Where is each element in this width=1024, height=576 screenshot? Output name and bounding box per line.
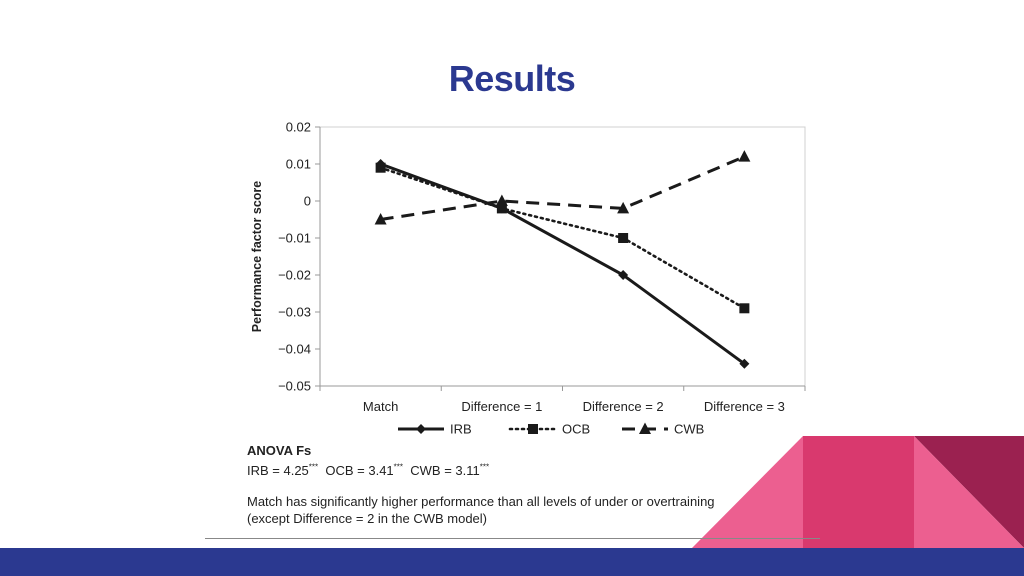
anova-stats: IRB = 4.25*** OCB = 3.41*** CWB = 3.11**…	[247, 459, 807, 479]
footer-bar	[0, 548, 1024, 576]
divider-line	[205, 538, 820, 539]
pink-block-middle	[803, 436, 914, 548]
y-tick-label: −0.03	[278, 305, 311, 320]
slide-title: Results	[448, 58, 576, 99]
legend-marker-irb	[416, 424, 426, 434]
data-point-cwb	[495, 194, 508, 206]
footnote-line-1: Match has significantly higher performan…	[247, 494, 715, 510]
data-point-irb	[739, 358, 750, 369]
y-tick-label: 0.01	[286, 157, 311, 172]
series-line-irb	[380, 162, 746, 366]
data-point-ocb	[739, 303, 750, 314]
pink-triangle-right	[914, 436, 1024, 548]
stat-ocb: OCB = 3.41***	[325, 463, 404, 479]
y-tick-label: −0.01	[278, 231, 311, 246]
y-tick-label: −0.02	[278, 268, 311, 283]
series-line-cwb	[380, 155, 745, 221]
y-tick-label: 0	[304, 194, 311, 209]
legend-label-irb: IRB	[450, 422, 472, 437]
legend-marker-cwb	[639, 422, 651, 434]
x-tick-label: Difference = 1	[461, 399, 542, 414]
anova-title: ANOVA Fs	[247, 443, 312, 458]
legend-label-ocb: OCB	[562, 422, 590, 437]
x-tick-label: Difference = 3	[704, 399, 785, 414]
data-point-irb	[618, 270, 629, 280]
line-chart: 0.02 0.01 0 −0.01 −0.02 −0.03 −0.04 −0.05 Match D…	[250, 120, 806, 437]
plot-area	[319, 126, 806, 387]
y-axis-label: Performance factor score	[250, 181, 264, 333]
pink-triangle-left	[692, 436, 803, 548]
legend-marker-ocb	[528, 424, 538, 434]
data-point-cwb	[738, 150, 751, 162]
data-point-cwb	[374, 213, 387, 225]
footnote-line-2: (except Difference = 2 in the CWB model)	[247, 511, 488, 527]
data-point-cwb	[617, 201, 630, 214]
x-tick-label: Match	[363, 399, 398, 414]
stat-cwb: CWB = 3.11***	[410, 463, 490, 479]
data-point-ocb	[496, 203, 507, 214]
legend-label-cwb: CWB	[674, 422, 704, 437]
y-tick-label: −0.05	[278, 379, 311, 394]
y-tick-label: −0.04	[278, 342, 311, 357]
x-tick-label: Difference = 2	[583, 399, 664, 414]
anova-notes: ANOVA Fs IRB = 4.25*** OCB = 3.41*** CWB…	[247, 442, 807, 527]
series-line-ocb	[379, 166, 746, 310]
data-point-ocb	[375, 162, 386, 173]
y-tick-label: 0.02	[286, 120, 311, 135]
data-point-ocb	[618, 233, 629, 243]
stat-irb: IRB = 4.25***	[247, 463, 319, 479]
footnote: Match has significantly higher performan…	[247, 493, 807, 527]
